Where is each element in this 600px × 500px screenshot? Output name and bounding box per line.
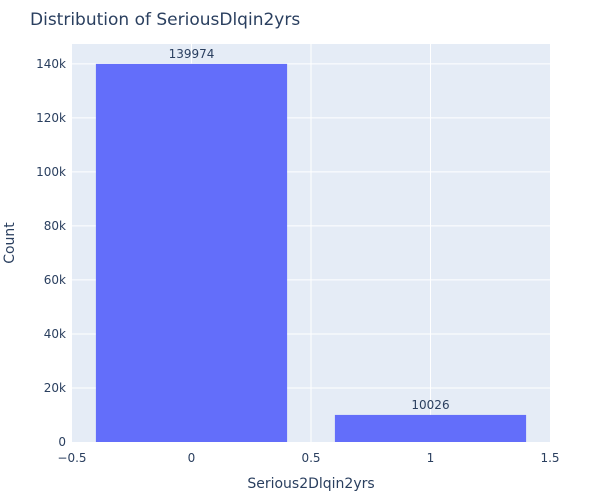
x-axis-ticks: −0.5 0 0.5 1 1.5: [57, 451, 559, 465]
y-tick-label: 120k: [36, 111, 66, 125]
y-tick-label: 40k: [44, 327, 66, 341]
y-axis-title: Count: [2, 222, 18, 264]
y-tick-label: 20k: [44, 381, 66, 395]
x-tick-label: 1: [427, 451, 435, 465]
x-tick-label: 0.5: [301, 451, 320, 465]
y-axis-ticks: 0 20k 40k 60k 80k 100k 120k 140k: [36, 57, 66, 449]
chart-title: Distribution of SeriousDlqin2yrs: [30, 10, 300, 30]
bar: [334, 414, 527, 442]
bars: [95, 63, 527, 442]
data-label: 10026: [411, 398, 449, 412]
y-tick-label: 100k: [36, 165, 66, 179]
data-label: 139974: [169, 47, 215, 61]
x-axis-title: Serious2Dlqin2yrs: [247, 476, 374, 492]
y-tick-label: 80k: [44, 219, 66, 233]
x-tick-label: 0: [188, 451, 196, 465]
x-tick-label: −0.5: [57, 451, 86, 465]
data-labels: 139974 10026: [169, 47, 450, 412]
x-tick-label: 1.5: [540, 451, 559, 465]
y-tick-label: 0: [58, 435, 66, 449]
y-tick-label: 140k: [36, 57, 66, 71]
bar: [95, 63, 288, 442]
y-tick-label: 60k: [44, 273, 66, 287]
